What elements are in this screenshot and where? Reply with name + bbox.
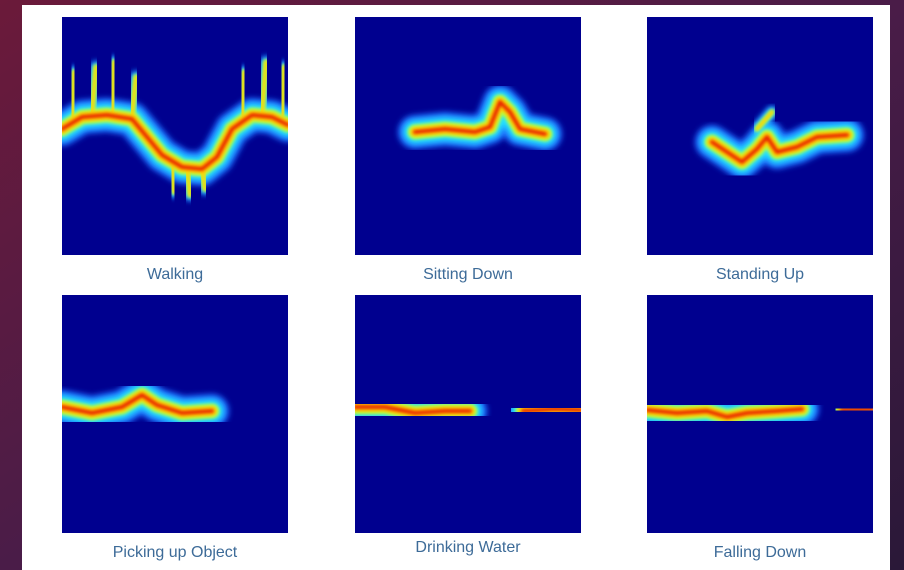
page: Walking Sitting Down Standing Up Picking up… [0, 0, 904, 570]
spectrogram [355, 295, 581, 533]
caption: Drinking Water [415, 539, 521, 556]
spectrogram-energy [62, 395, 212, 413]
spectrogram [355, 17, 581, 255]
caption: Walking [147, 266, 203, 283]
spectrogram-background [62, 17, 288, 255]
caption: Picking up Object [113, 544, 238, 561]
caption: Standing Up [716, 266, 804, 283]
spectrogram-energy [355, 407, 581, 413]
spectrogram [647, 17, 873, 255]
caption: Sitting Down [423, 266, 513, 283]
spectrogram-energy [647, 409, 873, 417]
spectrogram [62, 295, 288, 533]
spectrogram [62, 17, 288, 255]
spectrogram [647, 295, 873, 533]
energy-band [842, 409, 873, 410]
caption: Falling Down [714, 544, 806, 561]
energy-band [523, 409, 581, 411]
figure-screenshot: Walking Sitting Down Standing Up Picking up… [0, 0, 904, 570]
